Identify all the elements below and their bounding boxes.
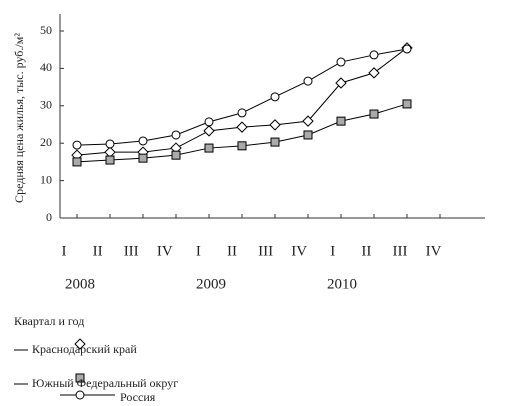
- marker: [204, 143, 214, 153]
- marker: [72, 140, 82, 150]
- marker: [269, 119, 281, 131]
- marker: [336, 116, 346, 126]
- marker: [402, 99, 412, 109]
- x-tick-label: IV: [157, 243, 173, 259]
- y-tick-label: 40: [40, 60, 52, 74]
- marker: [237, 108, 247, 118]
- series-line: [76, 47, 408, 156]
- marker: [171, 150, 181, 160]
- y-axis-label: Средняя цена жилья, тыс. руб./м²: [12, 33, 26, 203]
- year-label: 2008: [65, 276, 95, 292]
- y-tick-label: 10: [40, 172, 52, 186]
- x-axis-label: Квартал и год: [14, 314, 84, 328]
- x-tick-label: III: [393, 243, 408, 259]
- x-tick-label: I: [330, 243, 335, 259]
- marker: [369, 109, 379, 119]
- marker: [72, 157, 82, 167]
- marker: [336, 57, 346, 67]
- x-tick-label: I: [196, 243, 201, 259]
- marker: [236, 121, 248, 133]
- marker: [138, 136, 148, 146]
- marker: [335, 77, 347, 89]
- marker: [138, 153, 148, 163]
- marker: [171, 130, 181, 140]
- marker: [302, 115, 314, 127]
- marker: [303, 76, 313, 86]
- x-tick-label: II: [227, 243, 237, 259]
- y-tick-label: 0: [46, 210, 52, 224]
- x-tick-label: IV: [291, 243, 307, 259]
- marker: [270, 137, 280, 147]
- y-tick-label: 50: [40, 23, 52, 37]
- marker: [402, 44, 412, 54]
- marker: [369, 50, 379, 60]
- marker: [270, 92, 280, 102]
- marker: [203, 125, 215, 137]
- x-tick-label: III: [124, 243, 139, 259]
- x-tick-label: II: [361, 243, 371, 259]
- x-tick-label: II: [93, 243, 103, 259]
- marker: [105, 155, 115, 165]
- x-tick-label: IV: [426, 243, 442, 259]
- year-label: 2010: [327, 276, 357, 292]
- x-tick-label: I: [62, 243, 67, 259]
- legend-label: Россия: [120, 390, 156, 404]
- y-tick-label: 30: [40, 98, 52, 112]
- marker: [204, 117, 214, 127]
- marker: [75, 390, 85, 400]
- marker: [75, 373, 85, 383]
- marker: [74, 338, 86, 350]
- marker: [368, 67, 380, 79]
- x-tick-label: III: [258, 243, 273, 259]
- marker: [105, 139, 115, 149]
- marker: [237, 141, 247, 151]
- y-tick-label: 20: [40, 135, 52, 149]
- marker: [303, 130, 313, 140]
- year-label: 2009: [196, 276, 226, 292]
- legend-label: Краснодарский край: [32, 342, 137, 356]
- legend-label: Южный Федеральный округ: [32, 376, 178, 390]
